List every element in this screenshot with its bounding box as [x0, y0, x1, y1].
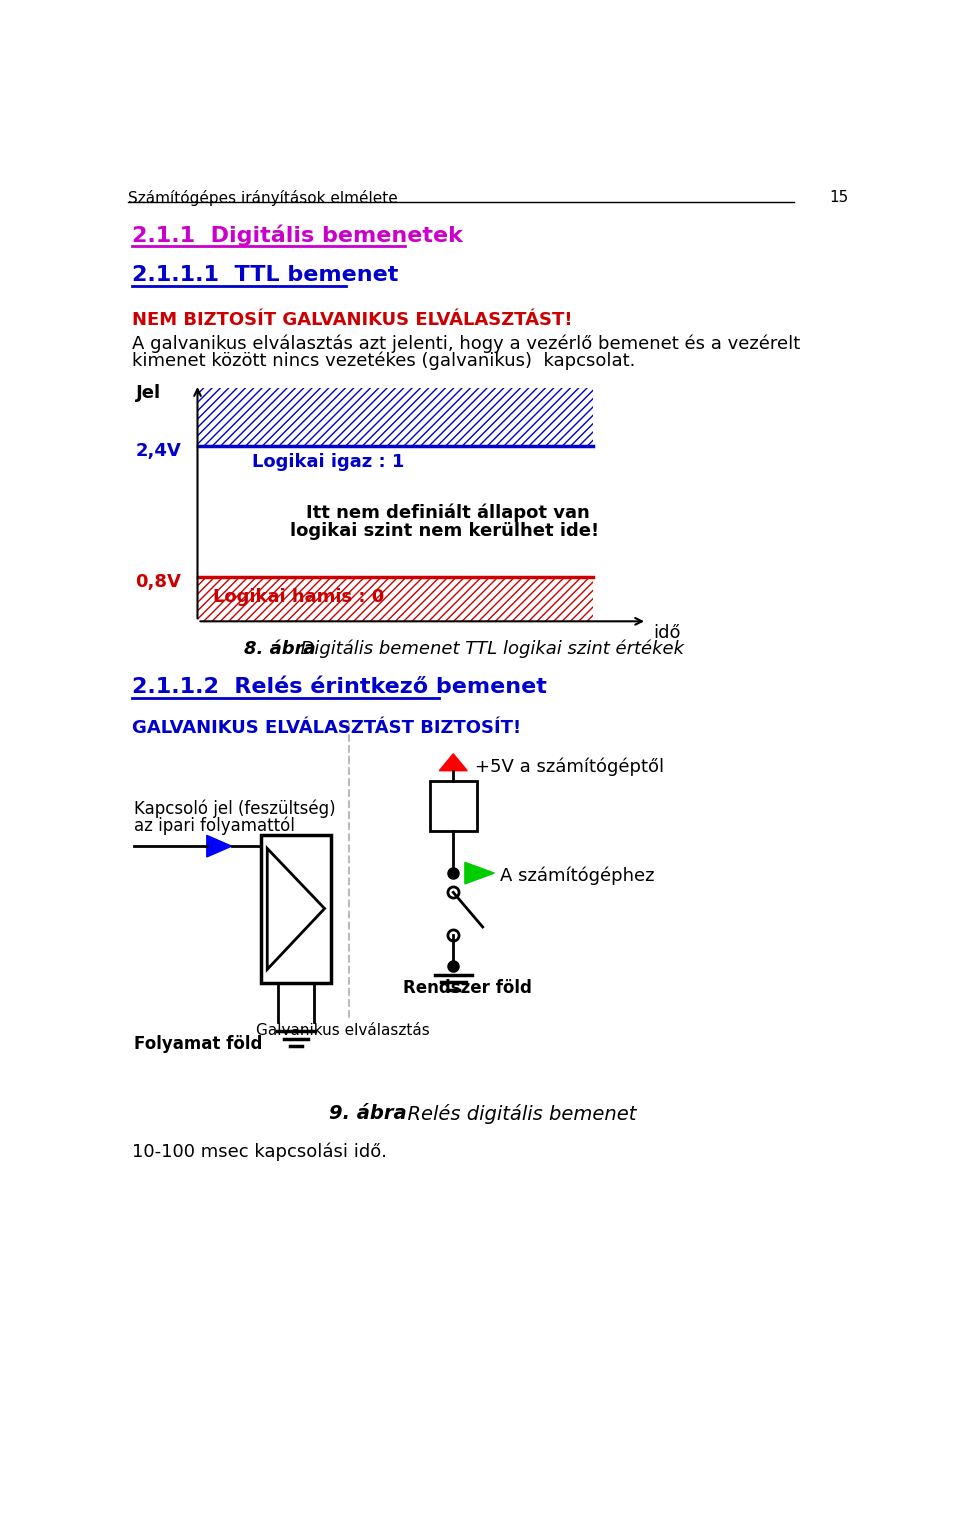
Bar	[430, 780, 476, 831]
Text: +5V a számítógéptől: +5V a számítógéptől	[475, 757, 664, 776]
Text: 2.1.1  Digitális bemenetek: 2.1.1 Digitális bemenetek	[132, 224, 463, 245]
Text: 0,8V: 0,8V	[135, 573, 181, 590]
Text: GALVANIKUS ELVÁLASZTÁST BIZTOSÍT!: GALVANIKUS ELVÁLASZTÁST BIZTOSÍT!	[132, 719, 520, 737]
Text: Számítógépes irányítások elmélete: Számítógépes irányítások elmélete	[128, 190, 397, 205]
Text: 9. ábra: 9. ábra	[329, 1104, 407, 1124]
Text: NEM BIZTOSÍT GALVANIKUS ELVÁLASZTÁST!: NEM BIZTOSÍT GALVANIKUS ELVÁLASZTÁST!	[132, 311, 572, 330]
Bar	[261, 834, 331, 983]
Text: Logikai hamis : 0: Logikai hamis : 0	[213, 589, 384, 606]
Text: Jel: Jel	[135, 385, 160, 402]
Text: Kapcsoló jel (feszültség): Kapcsoló jel (feszültség)	[134, 800, 336, 819]
Text: 10-100 msec kapcsolási idő.: 10-100 msec kapcsolási idő.	[132, 1142, 387, 1160]
Text: A számítógéphez: A számítógéphez	[500, 868, 655, 886]
Polygon shape	[465, 863, 494, 885]
Text: idő: idő	[653, 624, 681, 642]
Text: az ipari folyamattól: az ipari folyamattól	[134, 817, 295, 835]
Text: Itt nem definiált állapot van: Itt nem definiált állapot van	[306, 503, 589, 523]
Polygon shape	[440, 754, 468, 771]
Text: logikai szint nem kerülhet ide!: logikai szint nem kerülhet ide!	[291, 523, 600, 540]
Text: Folyamat föld: Folyamat föld	[134, 1035, 262, 1053]
Text: Digitális bemenet TTL logikai szint értékek: Digitális bemenet TTL logikai szint érté…	[289, 639, 684, 658]
Text: Relés digitális bemenet: Relés digitális bemenet	[396, 1104, 636, 1124]
Text: A galvanikus elválasztás azt jelenti, hogy a vezérlő bemenet és a vezérelt: A galvanikus elválasztás azt jelenti, ho…	[132, 334, 800, 353]
Text: 15: 15	[829, 190, 849, 205]
Text: kimenet között nincs vezetékes (galvanikus)  kapcsolat.: kimenet között nincs vezetékes (galvanik…	[132, 351, 635, 369]
Text: Rendszer föld: Rendszer föld	[403, 978, 532, 996]
Text: 8. ábra: 8. ábra	[244, 639, 316, 658]
Text: Logikai igaz : 1: Logikai igaz : 1	[252, 454, 404, 472]
Text: Galvanikus elválasztás: Galvanikus elválasztás	[255, 1023, 429, 1038]
Text: 2.1.1.1  TTL bemenet: 2.1.1.1 TTL bemenet	[132, 265, 398, 285]
Text: 2.1.1.2  Relés érintkező bemenet: 2.1.1.2 Relés érintkező bemenet	[132, 676, 546, 698]
Polygon shape	[206, 835, 231, 857]
Text: 2,4V: 2,4V	[135, 442, 181, 460]
